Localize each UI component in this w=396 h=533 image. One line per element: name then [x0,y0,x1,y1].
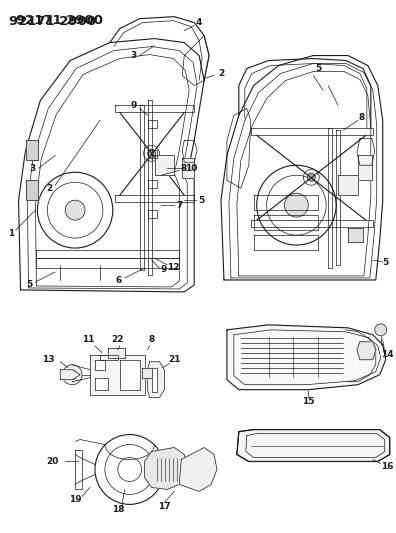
Text: 9: 9 [160,265,167,274]
Text: 9: 9 [130,101,137,110]
Text: 5: 5 [27,280,32,289]
Text: 14: 14 [381,350,394,359]
Polygon shape [179,448,217,491]
Text: 5: 5 [198,196,204,205]
Polygon shape [152,368,158,392]
Text: 21: 21 [168,356,181,364]
Circle shape [368,441,378,450]
Text: 10: 10 [185,164,197,173]
Text: 6: 6 [116,277,122,286]
Polygon shape [95,360,105,370]
Circle shape [375,324,387,336]
Polygon shape [60,370,80,379]
Text: 92171 2900: 92171 2900 [9,15,95,28]
Text: 16: 16 [381,462,394,471]
Text: 2: 2 [46,184,52,193]
Polygon shape [90,355,145,394]
Circle shape [148,149,156,157]
Text: 5: 5 [383,257,389,266]
Polygon shape [95,378,108,390]
Text: 8: 8 [148,335,155,344]
Polygon shape [154,155,174,175]
Polygon shape [120,360,140,390]
Text: 3: 3 [131,51,137,60]
Polygon shape [338,175,358,195]
Text: 4: 4 [196,18,202,27]
Text: 19: 19 [69,495,82,504]
Circle shape [65,200,85,220]
Polygon shape [227,325,386,390]
Text: 15: 15 [302,397,314,406]
Text: 11: 11 [82,335,94,344]
Text: 3: 3 [29,164,36,173]
Polygon shape [237,430,390,462]
Polygon shape [142,368,152,378]
Polygon shape [25,180,38,200]
Polygon shape [148,362,164,398]
Text: 22: 22 [112,335,124,344]
Circle shape [288,441,298,450]
Text: 8: 8 [359,113,365,122]
Text: 20: 20 [46,457,59,466]
Text: 13: 13 [42,356,55,364]
Text: 18: 18 [112,505,124,514]
Text: 12: 12 [167,263,180,272]
Circle shape [315,441,325,450]
Polygon shape [358,155,372,180]
Polygon shape [357,342,376,360]
Text: 1: 1 [8,229,15,238]
Polygon shape [145,448,187,489]
Text: 2: 2 [218,69,224,78]
Circle shape [341,441,351,450]
Text: 5: 5 [315,64,321,73]
Text: 8: 8 [180,164,187,173]
Text: 17: 17 [158,502,171,511]
Circle shape [284,193,308,217]
Polygon shape [182,158,194,178]
Text: 92171 2900: 92171 2900 [16,14,103,27]
Circle shape [307,173,315,181]
Circle shape [262,441,272,450]
Polygon shape [108,348,125,358]
Text: 7: 7 [176,200,183,209]
Polygon shape [348,228,363,242]
Polygon shape [25,140,38,160]
Circle shape [62,365,82,385]
